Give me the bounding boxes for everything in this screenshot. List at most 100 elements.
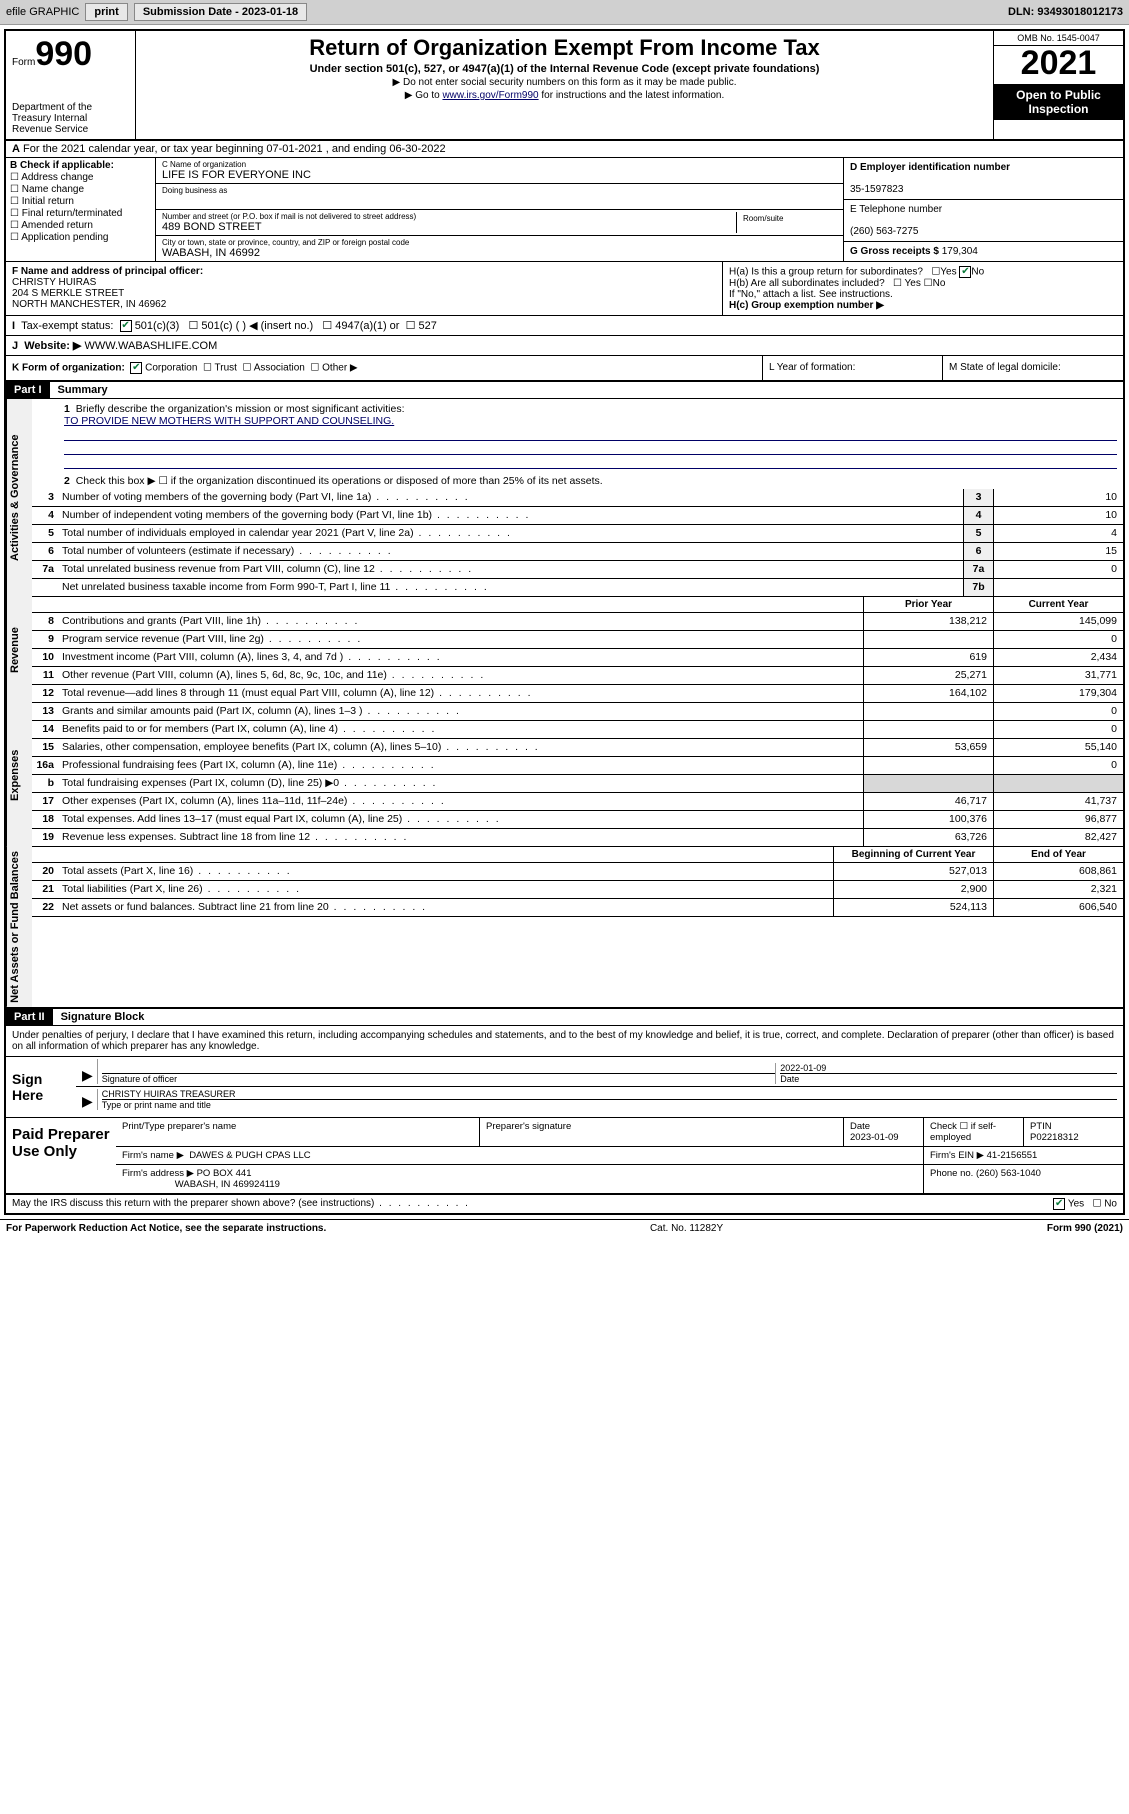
line-b: b Total fundraising expenses (Part IX, c… xyxy=(32,775,1123,793)
row-i-tax-status: I Tax-exempt status: 501(c)(3) ☐ 501(c) … xyxy=(6,316,1123,336)
open-inspection: Open to Public Inspection xyxy=(994,84,1123,120)
signature-intro: Under penalties of perjury, I declare th… xyxy=(6,1026,1123,1057)
header-left: Form990 Department of the Treasury Inter… xyxy=(6,31,136,139)
dln-label: DLN: 93493018012173 xyxy=(1008,6,1123,18)
line-5: 5 Total number of individuals employed i… xyxy=(32,525,1123,543)
line-16a: 16a Professional fundraising fees (Part … xyxy=(32,757,1123,775)
chk-application-pending[interactable]: ☐ Application pending xyxy=(10,232,151,243)
prep-ein: 41-2156551 xyxy=(987,1150,1038,1161)
chk-amended-return[interactable]: ☐ Amended return xyxy=(10,220,151,231)
row-k: K Form of organization: Corporation ☐ Tr… xyxy=(6,356,763,380)
efile-label: efile GRAPHIC xyxy=(6,6,79,18)
paid-preparer-block: Paid Preparer Use Only Print/Type prepar… xyxy=(6,1118,1123,1195)
line-20: 20 Total assets (Part X, line 16) 527,01… xyxy=(32,863,1123,881)
line-9: 9 Program service revenue (Part VIII, li… xyxy=(32,631,1123,649)
sign-here-label: Sign Here xyxy=(6,1057,76,1117)
col-prior-year: Prior Year xyxy=(863,597,993,612)
part1-header: Part I Summary xyxy=(6,382,1123,399)
chk-501c3[interactable] xyxy=(120,320,132,332)
prep-addr1: PO BOX 441 xyxy=(197,1168,252,1179)
sig-date-label: Date xyxy=(780,1073,1117,1084)
print-button[interactable]: print xyxy=(85,3,127,21)
org-name-label: C Name of organization xyxy=(162,160,837,169)
sig-name: CHRISTY HUIRAS TREASURER xyxy=(102,1089,1117,1099)
summary-governance: Activities & Governance 1 Briefly descri… xyxy=(6,399,1123,597)
part2-header: Part II Signature Block xyxy=(6,1009,1123,1026)
submission-date-label: Submission Date - 2023-01-18 xyxy=(134,3,307,21)
line-21: 21 Total liabilities (Part X, line 26) 2… xyxy=(32,881,1123,899)
line-11: 11 Other revenue (Part VIII, column (A),… xyxy=(32,667,1123,685)
chk-address-change[interactable]: ☐ Address change xyxy=(10,172,151,183)
line-6: 6 Total number of volunteers (estimate i… xyxy=(32,543,1123,561)
row-a-tax-year: A For the 2021 calendar year, or tax yea… xyxy=(6,141,1123,158)
line-4: 4 Number of independent voting members o… xyxy=(32,507,1123,525)
arrow-icon: ▶ xyxy=(82,1093,93,1110)
cat-no: Cat. No. 11282Y xyxy=(326,1223,1047,1234)
paid-preparer-label: Paid Preparer Use Only xyxy=(6,1118,116,1193)
chk-corporation[interactable] xyxy=(130,362,142,374)
chk-final-return[interactable]: ☐ Final return/terminated xyxy=(10,208,151,219)
col-c-org-info: C Name of organization LIFE IS FOR EVERY… xyxy=(156,158,843,261)
prep-ptin: P02218312 xyxy=(1030,1132,1079,1143)
chk-name-change[interactable]: ☐ Name change xyxy=(10,184,151,195)
dept-label: Department of the Treasury Internal Reve… xyxy=(12,102,129,135)
ein-value: 35-1597823 xyxy=(850,184,903,195)
gross-label: G Gross receipts $ xyxy=(850,246,939,257)
form-subtitle: Under section 501(c), 527, or 4947(a)(1)… xyxy=(144,63,985,75)
part2-label: Part II xyxy=(6,1009,53,1025)
form-footer: Form 990 (2021) xyxy=(1047,1223,1123,1234)
arrow-icon: ▶ xyxy=(82,1067,93,1084)
ein-label: D Employer identification number xyxy=(850,162,1010,173)
room-label: Room/suite xyxy=(737,212,837,233)
officer-addr2: NORTH MANCHESTER, IN 46962 xyxy=(12,299,166,310)
vtab-net-assets: Net Assets or Fund Balances xyxy=(6,847,32,1007)
line-7a: 7a Total unrelated business revenue from… xyxy=(32,561,1123,579)
form-note1: ▶ Do not enter social security numbers o… xyxy=(144,77,985,88)
tel-value: (260) 563-7275 xyxy=(850,226,918,237)
col-end-year: End of Year xyxy=(993,847,1123,862)
sign-here-block: Sign Here ▶ Signature of officer 2022-01… xyxy=(6,1057,1123,1118)
part1-label: Part I xyxy=(6,382,50,398)
row-l: L Year of formation: xyxy=(763,356,943,380)
summary-revenue: Revenue Prior Year Current Year 8 Contri… xyxy=(6,597,1123,703)
header-mid: Return of Organization Exempt From Incom… xyxy=(136,31,993,139)
line-13: 13 Grants and similar amounts paid (Part… xyxy=(32,703,1123,721)
line-22: 22 Net assets or fund balances. Subtract… xyxy=(32,899,1123,917)
chk-initial-return[interactable]: ☐ Initial return xyxy=(10,196,151,207)
officer-addr1: 204 S MERKLE STREET xyxy=(12,288,124,299)
form-990: Form990 Department of the Treasury Inter… xyxy=(4,29,1125,1215)
vtab-expenses: Expenses xyxy=(6,703,32,847)
chk-discuss-yes[interactable] xyxy=(1053,1198,1065,1210)
prep-firm: DAWES & PUGH CPAS LLC xyxy=(189,1150,310,1161)
line-10: 10 Investment income (Part VIII, column … xyxy=(32,649,1123,667)
addr-label: Number and street (or P.O. box if mail i… xyxy=(162,212,736,221)
form-note2: ▶ Go to www.irs.gov/Form990 for instruct… xyxy=(144,90,985,101)
summary-expenses: Expenses 13 Grants and similar amounts p… xyxy=(6,703,1123,847)
rev-header-row: Prior Year Current Year xyxy=(32,597,1123,613)
irs-link[interactable]: www.irs.gov/Form990 xyxy=(442,90,538,101)
form-number: 990 xyxy=(35,35,92,73)
mission-text: TO PROVIDE NEW MOTHERS WITH SUPPORT AND … xyxy=(64,415,394,427)
prep-phone: (260) 563-1040 xyxy=(976,1168,1041,1179)
section-bcd: B Check if applicable: ☐ Address change … xyxy=(6,158,1123,262)
line-17: 17 Other expenses (Part IX, column (A), … xyxy=(32,793,1123,811)
line-12: 12 Total revenue—add lines 8 through 11 … xyxy=(32,685,1123,703)
part2-title: Signature Block xyxy=(53,1009,153,1025)
tel-label: E Telephone number xyxy=(850,204,942,215)
section-h: H(a) Is this a group return for subordin… xyxy=(723,262,1123,315)
vtab-governance: Activities & Governance xyxy=(6,399,32,597)
line-8: 8 Contributions and grants (Part VIII, l… xyxy=(32,613,1123,631)
line-18: 18 Total expenses. Add lines 13–17 (must… xyxy=(32,811,1123,829)
net-header-row: Beginning of Current Year End of Year xyxy=(32,847,1123,863)
form-header: Form990 Department of the Treasury Inter… xyxy=(6,31,1123,141)
sig-date: 2022-01-09 xyxy=(780,1063,1117,1073)
chk-ha-no[interactable] xyxy=(959,266,971,278)
gross-value: 179,304 xyxy=(942,246,978,257)
line-19: 19 Revenue less expenses. Subtract line … xyxy=(32,829,1123,847)
col-b-checkboxes: B Check if applicable: ☐ Address change … xyxy=(6,158,156,261)
line-2: 2 Check this box ▶ ☐ if the organization… xyxy=(32,471,1123,489)
form-title: Return of Organization Exempt From Incom… xyxy=(144,35,985,61)
prep-date: 2023-01-09 xyxy=(850,1132,899,1143)
line-15: 15 Salaries, other compensation, employe… xyxy=(32,739,1123,757)
row-m: M State of legal domicile: xyxy=(943,356,1123,380)
